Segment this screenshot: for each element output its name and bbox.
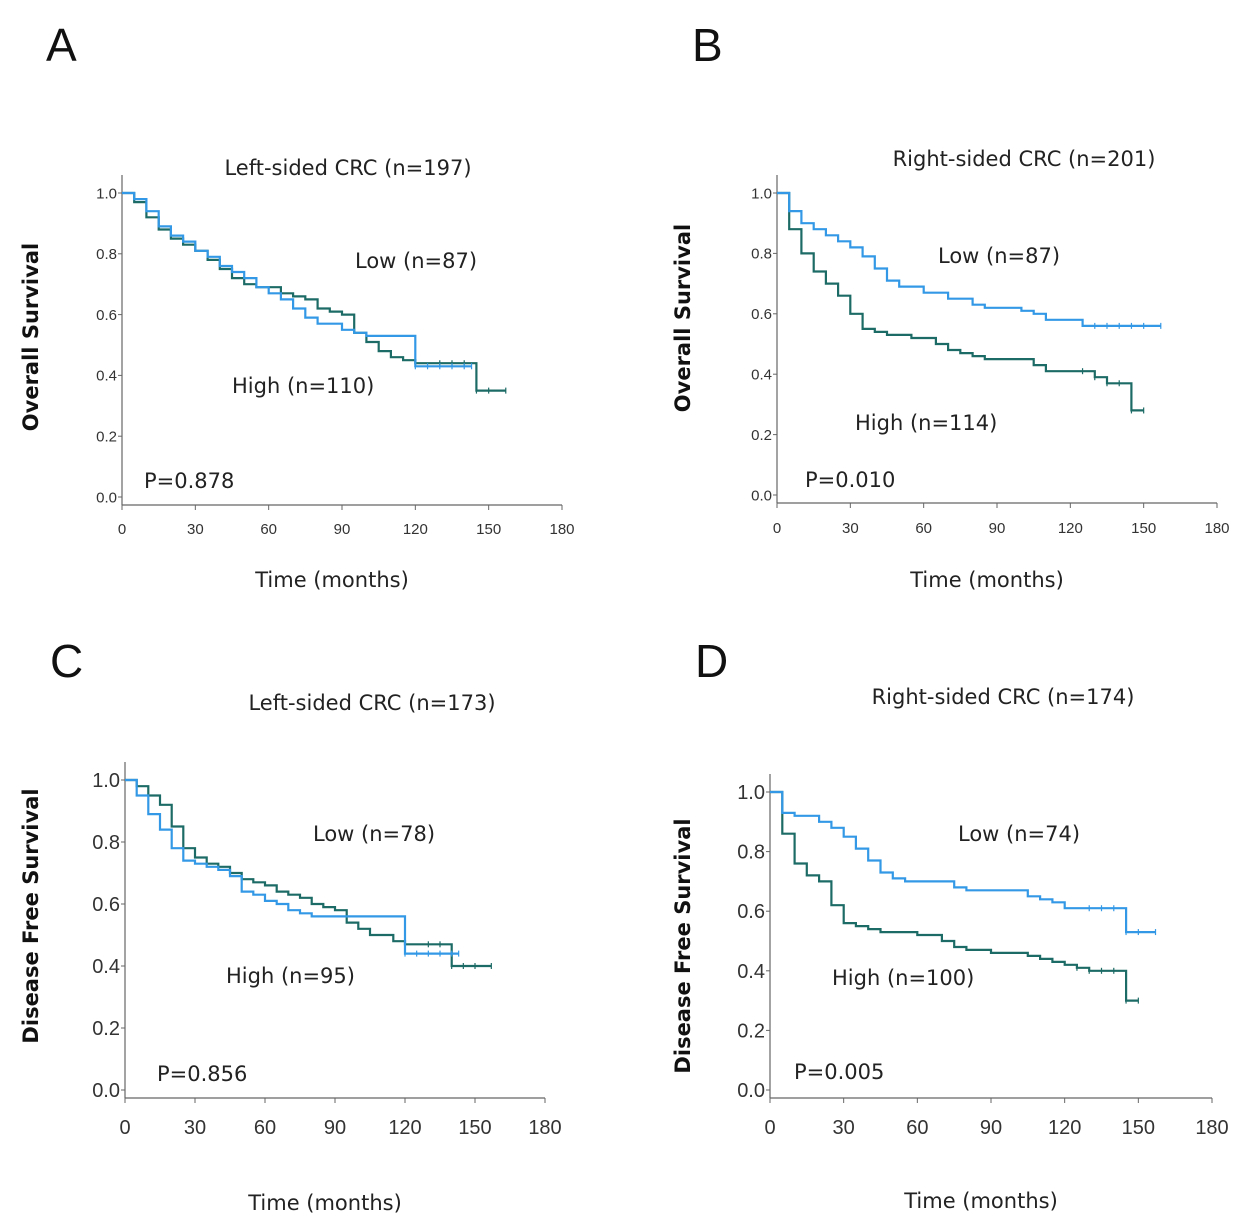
y-tick-label: 0.2	[751, 427, 772, 444]
x-tick-label: 30	[187, 521, 204, 538]
x-tick-label: 180	[528, 1117, 561, 1139]
y-tick-label: 0.2	[92, 1018, 120, 1040]
survival-curve-high	[770, 790, 1139, 1002]
x-tick-label: 180	[1204, 520, 1229, 537]
x-tick-label: 60	[260, 521, 277, 538]
y-tick-label: 1.0	[737, 782, 765, 804]
survival-curve-low	[770, 790, 1156, 934]
y-tick-label: 0.8	[92, 832, 120, 854]
group-label-low: Low (n=87)	[938, 244, 1060, 268]
x-tick-label: 30	[833, 1117, 855, 1139]
x-tick-label: 180	[549, 521, 574, 538]
chart-title: Left-sided CRC (n=197)	[224, 156, 471, 180]
y-tick-label: 0.2	[737, 1020, 765, 1042]
chart-panel-b: 0 30 60 90 120 150 180 0.0 0.2 0.4 0.6 0.8 1.0 Right-…	[671, 147, 1230, 592]
x-axis-label: Time (months)	[247, 1191, 402, 1215]
survival-curve-low	[777, 191, 1161, 327]
chart-title: Right-sided CRC (n=201)	[893, 147, 1156, 171]
y-tick-label: 0.8	[751, 246, 772, 263]
chart-title: Left-sided CRC (n=173)	[248, 691, 495, 715]
y-tick-label: 0.4	[737, 961, 765, 983]
x-tick-label: 120	[1048, 1117, 1081, 1139]
group-label-low: Low (n=74)	[958, 822, 1080, 846]
survival-curve-high	[122, 191, 506, 392]
panel-letter-c: C	[50, 635, 84, 687]
y-tick-label: 0.4	[92, 956, 120, 978]
x-tick-label: 0	[773, 520, 781, 537]
y-tick-label: 1.0	[751, 185, 772, 202]
x-tick-label: 30	[184, 1117, 206, 1139]
group-label-high: High (n=110)	[232, 374, 374, 398]
panel-letter-d: D	[695, 635, 729, 687]
x-axis-label: Time (months)	[254, 568, 409, 592]
y-tick-label: 0.6	[92, 894, 120, 916]
y-tick-label: 0.8	[737, 842, 765, 864]
p-value-label: P=0.878	[144, 469, 234, 493]
x-axis-label: Time (months)	[909, 568, 1064, 592]
chart-panel-d: 0 30 60 90 120 150 180 0.0 0.2 0.4 0.6 0.8 1.0 Right-…	[671, 685, 1229, 1213]
y-axis-label: Disease Free Survival	[19, 788, 43, 1043]
x-tick-label: 90	[989, 520, 1006, 537]
p-value-label: P=0.010	[805, 468, 895, 492]
survival-curve-high	[125, 778, 492, 968]
y-tick-label: 0.4	[751, 366, 772, 383]
x-tick-label: 120	[403, 521, 428, 538]
y-tick-label: 0.0	[751, 487, 772, 504]
x-tick-label: 0	[119, 1117, 130, 1139]
p-value-label: P=0.856	[157, 1062, 247, 1086]
group-label-low: Low (n=87)	[355, 249, 477, 273]
panel-letter-a: A	[46, 19, 77, 71]
x-axis-label: Time (months)	[903, 1189, 1058, 1213]
x-tick-label: 0	[118, 521, 126, 538]
x-tick-label: 60	[906, 1117, 928, 1139]
y-tick-label: 0.2	[96, 428, 117, 445]
x-tick-label: 120	[1058, 520, 1083, 537]
y-tick-label: 0.6	[96, 307, 117, 324]
x-tick-label: 120	[388, 1117, 421, 1139]
chart-panel-a: 0 30 60 90 120 150 180 0.0 0.2 0.4 0.6 0.8 1.0 Left-s…	[19, 156, 575, 592]
y-tick-label: 0.0	[737, 1080, 765, 1102]
group-label-low: Low (n=78)	[313, 822, 435, 846]
x-tick-label: 90	[334, 521, 351, 538]
x-tick-label: 60	[254, 1117, 276, 1139]
survival-curve-low	[125, 778, 459, 955]
y-tick-label: 0.6	[737, 901, 765, 923]
x-tick-label: 150	[1131, 520, 1156, 537]
y-tick-label: 1.0	[92, 770, 120, 792]
x-tick-label: 150	[458, 1117, 491, 1139]
chart-title: Right-sided CRC (n=174)	[872, 685, 1135, 709]
y-tick-label: 0.4	[96, 368, 117, 385]
group-label-high: High (n=100)	[832, 966, 974, 990]
y-tick-label: 1.0	[96, 185, 117, 202]
x-tick-label: 90	[324, 1117, 346, 1139]
survival-curve-high	[777, 191, 1144, 412]
x-tick-label: 150	[1122, 1117, 1155, 1139]
group-label-high: High (n=95)	[226, 964, 355, 988]
y-tick-label: 0.0	[96, 489, 117, 506]
p-value-label: P=0.005	[794, 1060, 884, 1084]
panel-letter-b: B	[692, 19, 723, 71]
group-label-high: High (n=114)	[855, 411, 997, 435]
y-tick-label: 0.8	[96, 246, 117, 263]
chart-panel-c: 0 30 60 90 120 150 180 0.0 0.2 0.4 0.6 0.8 1.0 Left-s…	[19, 691, 562, 1215]
x-tick-label: 30	[842, 520, 859, 537]
x-tick-label: 150	[476, 521, 501, 538]
y-axis-label: Overall Survival	[19, 243, 43, 431]
x-tick-label: 0	[764, 1117, 775, 1139]
y-tick-label: 0.6	[751, 306, 772, 323]
x-tick-label: 90	[980, 1117, 1002, 1139]
y-axis-label: Disease Free Survival	[671, 818, 695, 1073]
x-tick-label: 180	[1195, 1117, 1228, 1139]
survival-curve-low	[122, 191, 472, 368]
y-tick-label: 0.0	[92, 1080, 120, 1102]
x-tick-label: 60	[915, 520, 932, 537]
y-axis-label: Overall Survival	[671, 224, 695, 412]
